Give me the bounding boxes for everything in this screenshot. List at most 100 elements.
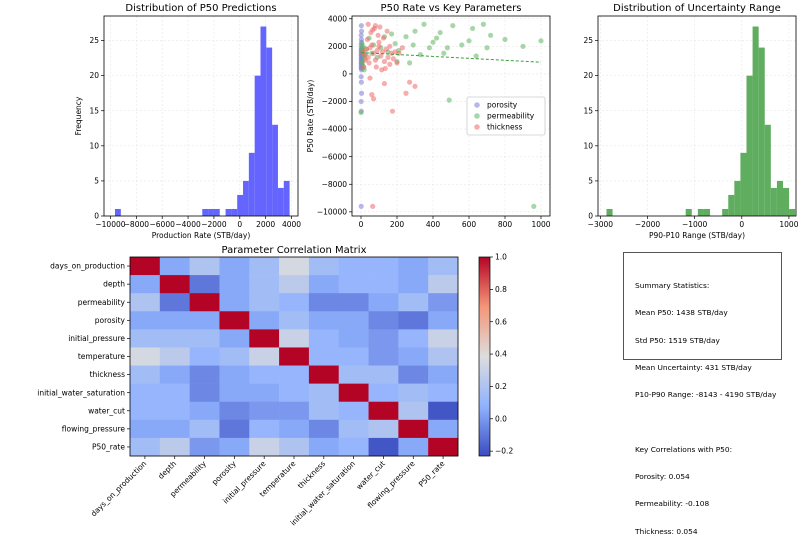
heatmap-cell	[159, 383, 190, 403]
histogram-bar	[202, 208, 209, 216]
x-tick-label: 200	[390, 220, 405, 229]
heatmap-cell	[338, 347, 369, 366]
heatmap-cell	[159, 401, 190, 421]
heatmap-cell	[159, 311, 190, 330]
y-tick-label: −2000	[322, 97, 348, 106]
y-tick-label: −4000	[322, 125, 348, 134]
heatmap-cell	[338, 311, 369, 330]
scatter-point-permeability	[412, 28, 418, 34]
heatmap-cell	[279, 383, 310, 403]
heatmap-cell	[338, 419, 369, 439]
scatter-point-porosity	[358, 79, 364, 85]
scatter-point-permeability	[426, 45, 432, 51]
summary-mean-p50: Mean P50: 1438 STB/day	[635, 308, 728, 318]
heatmap-cell	[308, 347, 340, 366]
scatter-point-thickness	[394, 60, 400, 66]
histogram-bar	[703, 208, 711, 216]
heatmap-cell	[398, 293, 429, 312]
heatmap-cell	[428, 383, 459, 403]
heatmap-cell	[189, 383, 220, 403]
scatter-point-thickness	[362, 52, 368, 58]
summary-corr-thickness: Thickness: 0.054	[635, 526, 698, 536]
heatmap-cell	[219, 383, 250, 403]
heatmap-cell	[368, 329, 399, 348]
scatter-point-permeability	[484, 45, 490, 51]
heatmap-row-label: flowing_pressure	[62, 424, 126, 433]
heatmap-cell	[219, 437, 250, 457]
summary-box: Summary Statistics: Mean P50: 1438 STB/d…	[623, 252, 782, 536]
y-tick-label: 4000	[328, 14, 347, 23]
scatter-point-permeability	[441, 50, 447, 56]
colorbar-tick-label: 0.2	[495, 382, 507, 391]
heatmap-cell	[338, 329, 369, 348]
y-tick-label: 5	[588, 177, 593, 186]
scatter-point-thickness	[403, 90, 409, 96]
heatmap-cell	[308, 275, 340, 294]
histogram-bar	[728, 194, 735, 216]
scatter-point-thickness	[370, 27, 376, 33]
scatter-point-permeability	[430, 39, 436, 45]
colorbar	[478, 256, 491, 457]
scatter-point-thickness	[366, 60, 372, 66]
scatter-point-thickness	[378, 53, 384, 59]
heatmap-cell	[368, 347, 399, 366]
x-tick-label: 600	[462, 220, 477, 229]
heatmap-cell	[428, 293, 459, 312]
heatmap-cell	[338, 365, 369, 384]
scatter-point-permeability	[446, 97, 452, 103]
y-tick-label: 25	[89, 36, 99, 45]
heatmap-cell	[279, 401, 310, 421]
scatter-point-permeability	[417, 52, 423, 58]
scatter-point-permeability	[531, 203, 537, 209]
x-tick-label: −2000	[635, 220, 661, 229]
heatmap-cell	[219, 401, 250, 421]
histogram-bar	[758, 47, 765, 216]
summary-spacer	[635, 418, 781, 427]
scatter-point-porosity	[358, 74, 364, 80]
scatter-point-thickness	[383, 46, 389, 52]
heatmap-cell	[159, 365, 190, 384]
heatmap-cell	[338, 257, 369, 276]
heatmap-cell	[219, 257, 250, 276]
heatmap-cell	[398, 275, 429, 294]
scatter-point-permeability	[450, 23, 456, 29]
y-tick-label: −10000	[317, 207, 347, 216]
trend-line	[360, 52, 542, 63]
scatter-point-permeability	[538, 38, 544, 44]
y-axis-label: P50 Rate (STB/day)	[306, 80, 315, 153]
heatmap-cell	[428, 401, 459, 421]
heatmap-cell	[338, 383, 369, 403]
chart-title: Distribution of Uncertainty Range	[613, 3, 781, 14]
heatmap-cell	[159, 437, 190, 457]
scatter-point-thickness	[387, 43, 393, 49]
scatter-point-thickness	[380, 35, 387, 41]
scatter-point-thickness	[412, 83, 418, 89]
heatmap-cell	[338, 401, 369, 421]
heatmap-cell	[428, 275, 459, 294]
y-tick-label: 20	[89, 71, 99, 80]
heatmap-cell	[219, 311, 250, 330]
heatmap-cell	[368, 365, 399, 384]
histogram-bar	[213, 208, 220, 216]
heatmap-cell	[428, 257, 459, 276]
heatmap-col-label: P50_rate	[417, 459, 447, 489]
heatmap-cell	[189, 293, 220, 312]
y-tick-label: 15	[583, 106, 593, 115]
histogram-bar	[277, 187, 284, 216]
histogram-bar	[231, 208, 238, 216]
histogram-bar	[248, 152, 255, 216]
legend-marker-porosity	[474, 102, 480, 108]
heatmap-cell	[428, 347, 459, 366]
colorbar-tick-label: 0.4	[495, 350, 507, 359]
heatmap-cell	[428, 329, 459, 348]
heatmap-cell	[279, 275, 310, 294]
scatter-point-thickness	[387, 61, 393, 67]
heatmap-cell	[249, 311, 280, 330]
heatmap-cell	[189, 311, 220, 330]
heatmap-cell	[130, 383, 161, 403]
summary-corr-permeability: Permeability: -0.108	[635, 499, 710, 509]
heatmap-row-label: water_cut	[88, 406, 125, 415]
heatmap-cell	[189, 437, 220, 457]
histogram-bar	[606, 208, 613, 216]
scatter-point-permeability	[520, 43, 526, 49]
